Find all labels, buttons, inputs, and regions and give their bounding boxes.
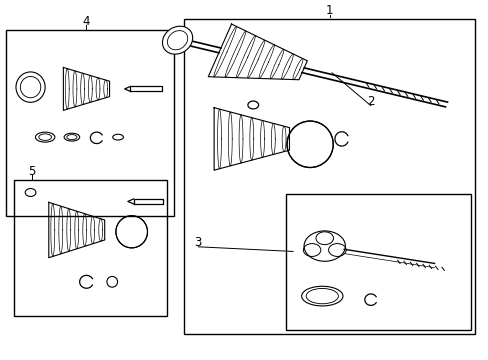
Bar — [285, 194, 469, 330]
Polygon shape — [130, 86, 162, 91]
Text: 4: 4 — [82, 14, 90, 27]
Text: 1: 1 — [325, 4, 333, 17]
Text: 3: 3 — [194, 236, 202, 249]
Polygon shape — [133, 199, 163, 204]
Text: 2: 2 — [366, 95, 374, 108]
Bar — [6, 30, 174, 216]
Text: 5: 5 — [28, 165, 35, 177]
Ellipse shape — [162, 26, 192, 54]
Bar — [14, 180, 166, 316]
Bar — [183, 19, 474, 334]
